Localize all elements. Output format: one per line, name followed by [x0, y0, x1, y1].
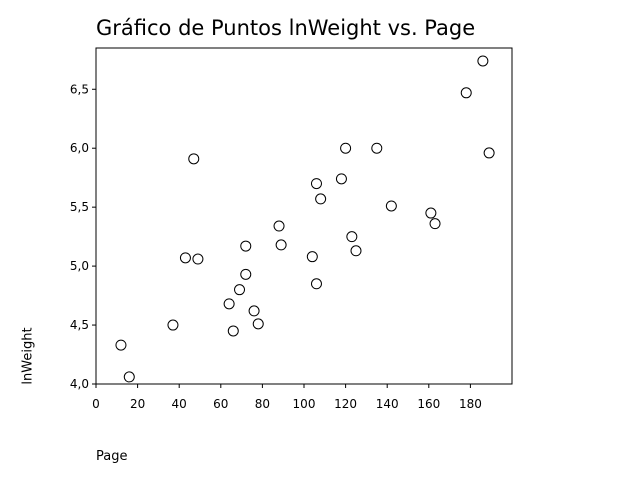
y-tick-label: 5,0 [70, 259, 89, 273]
data-point [315, 193, 327, 205]
x-tick-label: 180 [459, 397, 482, 411]
data-point [240, 268, 252, 280]
y-tick-label: 4,5 [70, 318, 89, 332]
data-point [477, 55, 489, 67]
data-point [123, 371, 135, 383]
y-tick-label: 6,5 [70, 82, 89, 96]
y-tick-label: 6,0 [70, 141, 89, 155]
data-point [192, 253, 204, 265]
y-axis-label: lnWeight [20, 327, 36, 385]
data-point [179, 252, 191, 264]
data-point [346, 231, 358, 243]
data-point [115, 339, 127, 351]
y-tick-label: 5,5 [70, 200, 89, 214]
x-tick-label: 120 [334, 397, 357, 411]
data-point [223, 298, 235, 310]
x-tick-label: 60 [213, 397, 228, 411]
data-point [273, 220, 285, 232]
data-point [240, 240, 252, 252]
x-tick-label: 100 [293, 397, 316, 411]
data-point [252, 318, 264, 330]
data-points [115, 55, 495, 383]
x-tick-label: 80 [255, 397, 270, 411]
x-axis-label: Page [96, 449, 128, 464]
data-point [234, 284, 246, 296]
data-point [429, 218, 441, 230]
data-point [340, 142, 352, 154]
chart-title: Gráfico de Puntos lnWeight vs. Page [96, 16, 476, 40]
data-point [335, 173, 347, 185]
data-point [306, 251, 318, 263]
data-point [310, 278, 322, 290]
y-tick-label: 4,0 [70, 377, 89, 391]
data-point [460, 87, 472, 99]
x-tick-label: 40 [172, 397, 187, 411]
x-axis: 0 20 40 60 80 100 120 140 160 180 [92, 384, 482, 411]
data-point [310, 178, 322, 190]
data-point [425, 207, 437, 219]
data-point [275, 239, 287, 251]
y-axis: 4,0 4,5 5,0 5,5 6,0 6,5 [70, 82, 96, 391]
data-point [350, 245, 362, 257]
x-tick-label: 140 [376, 397, 399, 411]
x-tick-label: 0 [92, 397, 100, 411]
data-point [167, 319, 179, 331]
x-tick-label: 20 [130, 397, 145, 411]
data-point [248, 305, 260, 317]
data-point [227, 325, 239, 337]
plot-area-frame [95, 47, 513, 385]
x-tick-label: 160 [417, 397, 440, 411]
data-point [371, 142, 383, 154]
data-point [385, 200, 397, 212]
data-point [188, 153, 200, 165]
data-point [483, 147, 495, 159]
